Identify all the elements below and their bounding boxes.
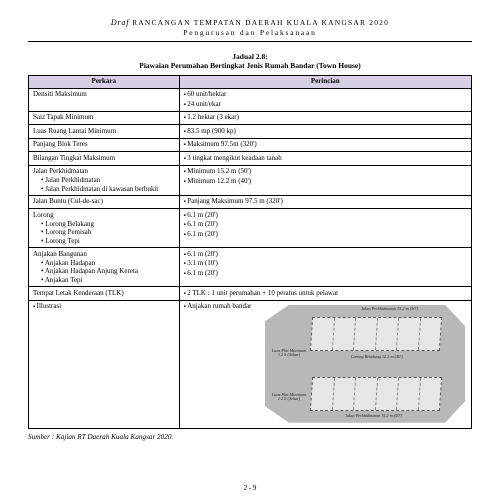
row-label-cell: Saiz Tapak Minimum xyxy=(29,111,180,125)
diagram-label: Lorong Belakang 12.2 m (40') xyxy=(351,355,403,360)
row-value-cell: Minimum 15.2 m (50')Minimum 12.2 m (40') xyxy=(179,165,471,195)
row-label-cell: Jalan PerkhidmatanJalan PerkhidmatanJala… xyxy=(29,165,180,195)
illus-diagram-cell: Anjakan rumah bandarJalan Perkhidmatan 1… xyxy=(179,300,471,428)
table-row: Panjang Blok TeresMaksimum 97.5m (320') xyxy=(29,138,472,152)
row-label-cell: Densiti Maksimum xyxy=(29,88,180,111)
table-row: Jalan PerkhidmatanJalan PerkhidmatanJala… xyxy=(29,165,472,195)
diagram-label: Jalan Perkhidmatan 15.2 m (50') xyxy=(345,414,402,419)
header-draf: Draf xyxy=(111,18,129,27)
table-row: Luas Ruang Lantai Minimum83.5 mp (900 kp… xyxy=(29,125,472,139)
table-title-1: Jadual 2.8: xyxy=(28,52,472,61)
col-header-perincian: Perincian xyxy=(179,75,471,88)
row-label-cell: Jalan Buntu (Cul-de-sac) xyxy=(29,195,180,209)
table-title-2: Piawaian Perumahan Bertingkat Jenis Ruma… xyxy=(28,61,472,70)
row-value-cell: Panjang Maksimum 97.5 m (320') xyxy=(179,195,471,209)
site-plan-diagram: Jalan Perkhidmatan 15.2 m (50') Lorong Be… xyxy=(265,305,465,423)
table-row: Densiti Maksimum60 unit/hektar24 unit/ek… xyxy=(29,88,472,111)
col-header-perkara: Perkara xyxy=(29,75,180,88)
row-label-cell: Panjang Blok Teres xyxy=(29,138,180,152)
table-row: LorongLorong BelakangLorong PemisahLoron… xyxy=(29,209,472,248)
table-row: Anjakan BangunanAnjakan HadapanAnjakan H… xyxy=(29,248,472,287)
diagram-label: Jalan Perkhidmatan 15.2 m (50') xyxy=(361,307,418,312)
row-label-cell: Anjakan BangunanAnjakan HadapanAnjakan H… xyxy=(29,248,180,287)
table-row-illustration: IllustrasiAnjakan rumah bandarJalan Perk… xyxy=(29,300,472,428)
header-line-2: Pengurusan dan Pelaksanaan xyxy=(28,28,472,37)
standards-table: Perkara Perincian Densiti Maksimum60 uni… xyxy=(28,75,472,429)
row-value-cell: 6.1 m (20')3.1 m (10')6.1 m (20') xyxy=(179,248,471,287)
table-head-row: Perkara Perincian xyxy=(29,75,472,88)
header-rule xyxy=(28,41,472,42)
table-title: Jadual 2.8: Piawaian Perumahan Bertingka… xyxy=(28,52,472,71)
page-number: 2 - 9 xyxy=(0,484,500,492)
row-value-cell: 3 tingkat mengikut keadaan tanah xyxy=(179,152,471,166)
row-label-cell: LorongLorong BelakangLorong PemisahLoron… xyxy=(29,209,180,248)
row-value-cell: 1.2 hektar (3 ekar) xyxy=(179,111,471,125)
header-line-1: Draf RANCANGAN TEMPATAN DAERAH KUALA KAN… xyxy=(28,18,472,27)
diagram-label: Luas Plot Minimum 1.2 h (3ekar) xyxy=(271,349,307,358)
row-value-cell: 60 unit/hektar24 unit/ekar xyxy=(179,88,471,111)
row-value-cell: 6.1 m (20')6.1 m (20')6.1 m (20') xyxy=(179,209,471,248)
row-value-cell: 83.5 mp (900 kp) xyxy=(179,125,471,139)
table-row: Jalan Buntu (Cul-de-sac)Panjang Maksimum… xyxy=(29,195,472,209)
source-note: Sumber : Kajian RT Daerah Kuala Kangsar … xyxy=(28,433,472,441)
header-rest: RANCANGAN TEMPATAN DAERAH KUALA KANGSAR … xyxy=(132,18,389,27)
page-header: Draf RANCANGAN TEMPATAN DAERAH KUALA KAN… xyxy=(28,18,472,37)
row-value-cell: 2 TLK : 1 unit perumahan + 10 peratus un… xyxy=(179,287,471,301)
row-label-cell: Luas Ruang Lantai Minimum xyxy=(29,125,180,139)
illus-label-cell: Illustrasi xyxy=(29,300,180,428)
row-label-cell: Tempat Letak Kenderaan (TLK) xyxy=(29,287,180,301)
row-value-cell: Maksimum 97.5m (320') xyxy=(179,138,471,152)
table-row: Saiz Tapak Minimum1.2 hektar (3 ekar) xyxy=(29,111,472,125)
row-label-cell: Bilangan Tingkat Maksimum xyxy=(29,152,180,166)
table-row: Tempat Letak Kenderaan (TLK)2 TLK : 1 un… xyxy=(29,287,472,301)
table-row: Bilangan Tingkat Maksimum3 tingkat mengi… xyxy=(29,152,472,166)
diagram-label: Luas Plot Minimum 1.2 h (3ekar) xyxy=(271,393,307,402)
